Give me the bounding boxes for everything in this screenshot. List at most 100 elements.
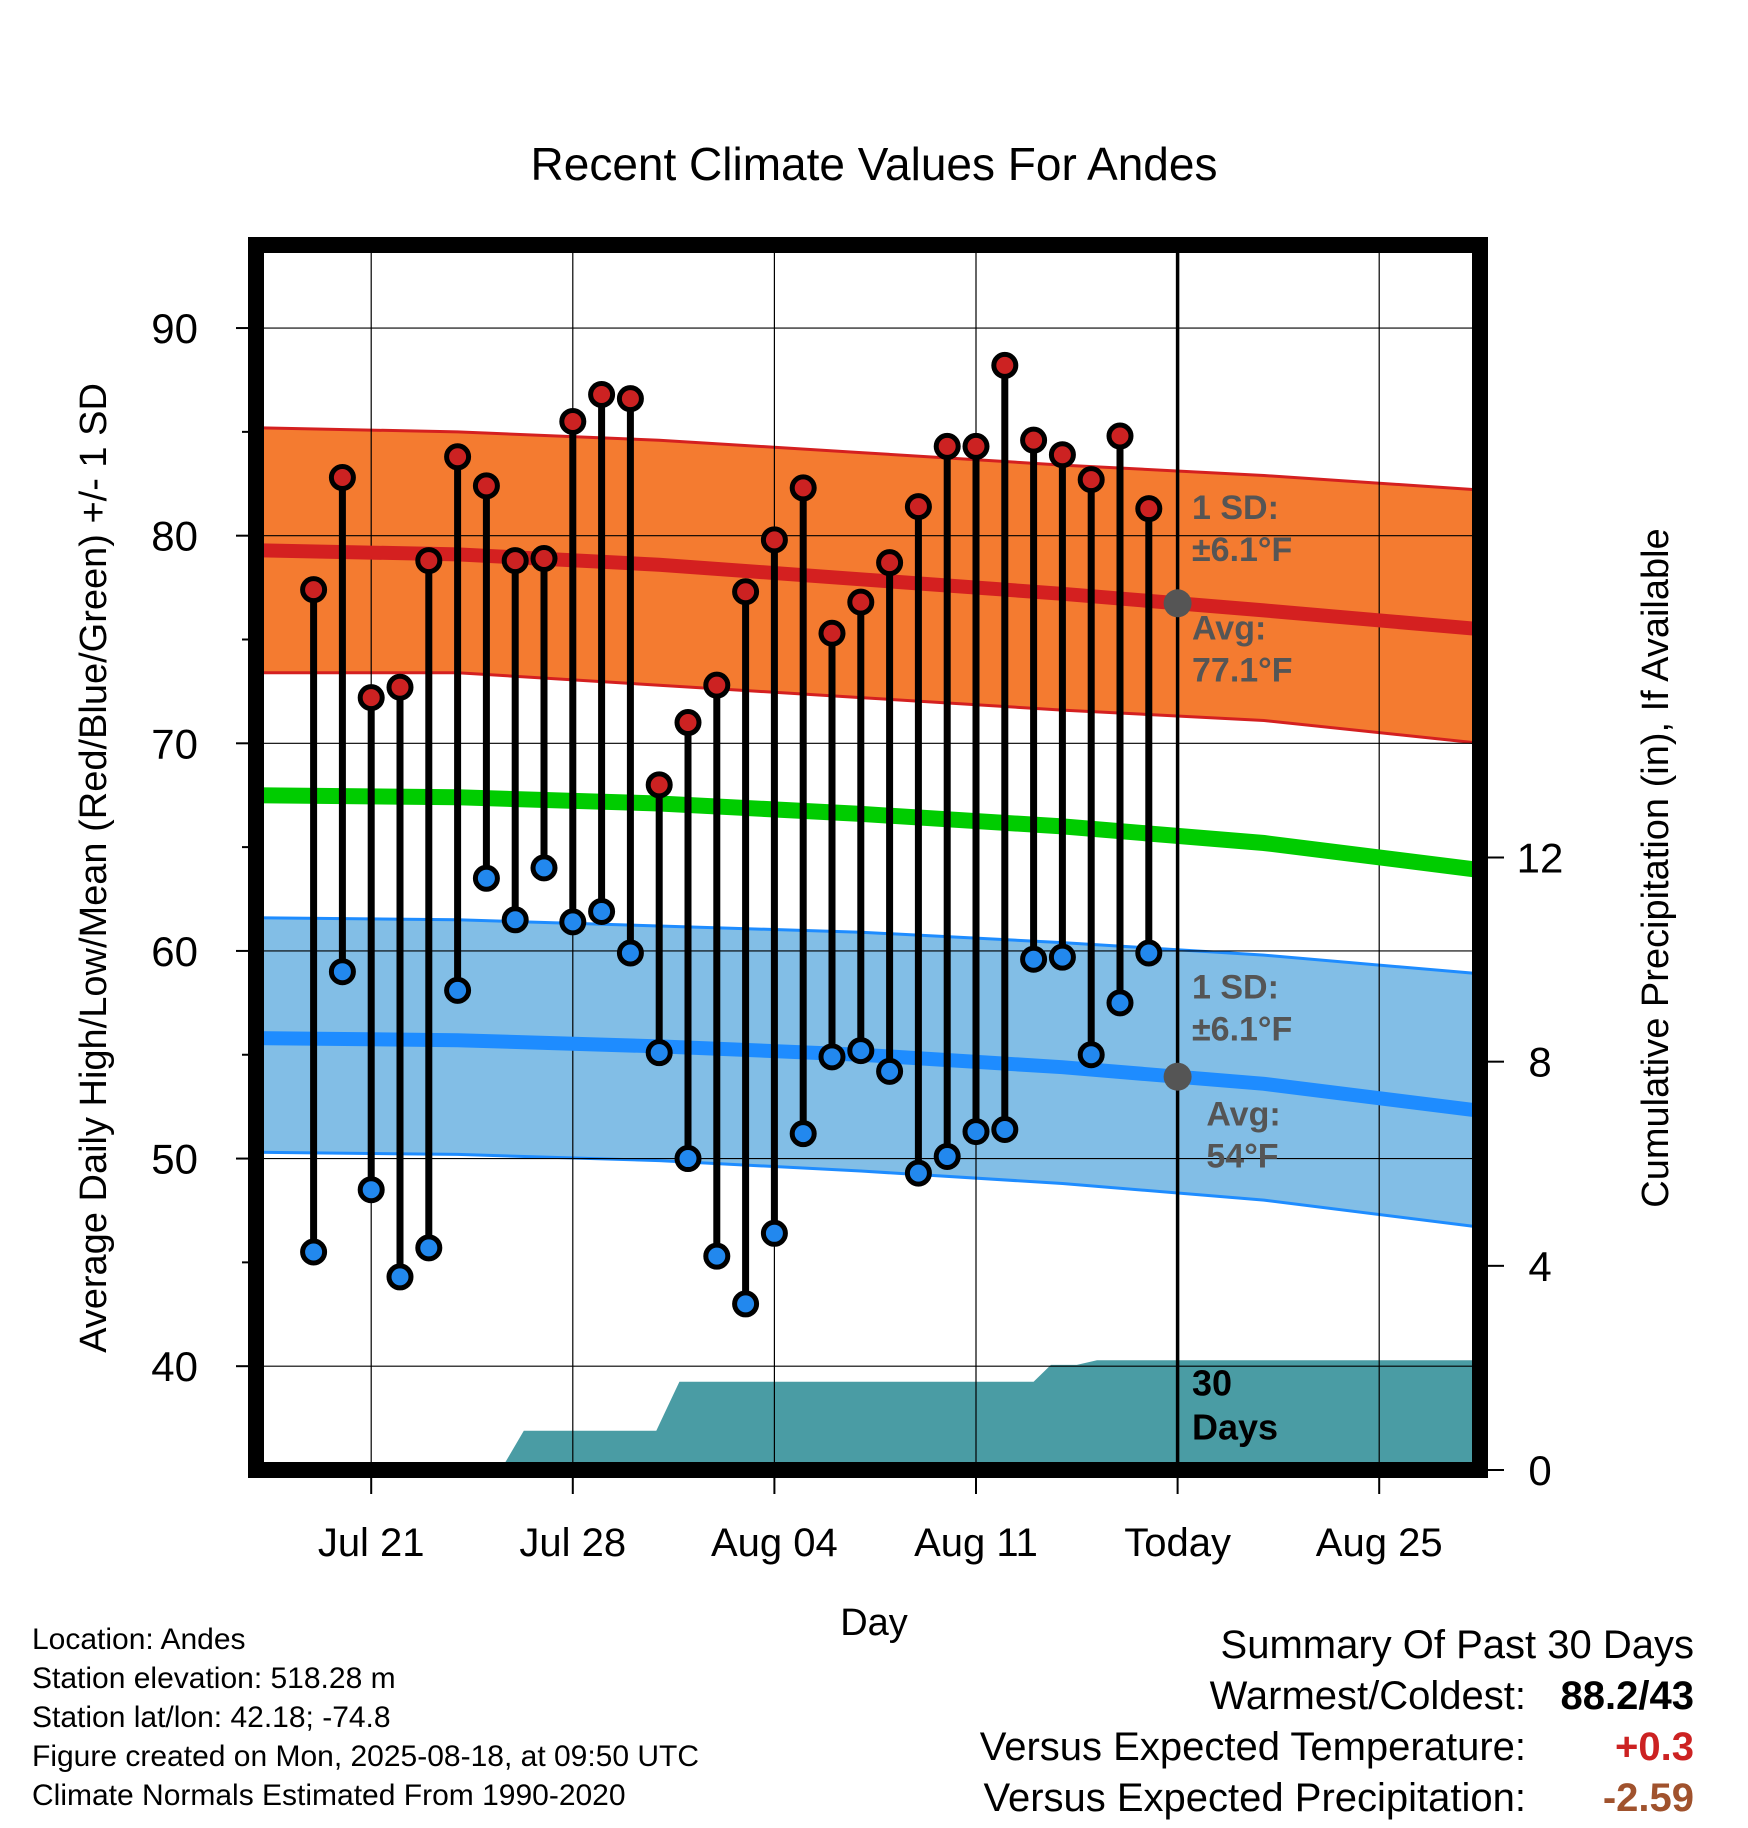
daily-low-point: [415, 1234, 443, 1262]
high-sd-upper-line: [256, 426, 1480, 492]
temp-label: Versus Expected Temperature:: [979, 1725, 1526, 1769]
daily-high-point: [876, 549, 904, 577]
daily-high-point: [703, 671, 731, 699]
y2-axis-label: Cumulative Precipitation (in), If Availa…: [1635, 528, 1677, 1207]
precip-label: Versus Expected Precipitation:: [983, 1776, 1526, 1820]
daily-high-point: [991, 351, 1019, 379]
y2-tick-label: 4: [1528, 1243, 1551, 1290]
y2-tick-label: 8: [1528, 1039, 1551, 1086]
daily-high-point: [588, 380, 616, 408]
precip-area: [500, 1360, 1480, 1470]
warm-cold-label: Warmest/Coldest:: [1209, 1674, 1526, 1718]
y-tick-label: 40: [151, 1343, 198, 1390]
y2-tick-label: 0: [1528, 1447, 1551, 1494]
daily-high-point: [1020, 426, 1048, 454]
today-low-avg-marker: [1163, 1062, 1192, 1091]
daily-low-point: [530, 854, 558, 882]
daily-high-point: [674, 709, 702, 737]
daily-low-point: [444, 976, 472, 1004]
daily-low-point: [789, 1120, 817, 1148]
daily-low-point: [703, 1242, 731, 1270]
daily-high-point: [847, 588, 875, 616]
daily-high-point: [904, 493, 932, 521]
daily-high-point: [933, 432, 961, 460]
daily-low-point: [876, 1057, 904, 1085]
summary-panel: Summary Of Past 30 Days Warmest/Coldest:…: [980, 1620, 1694, 1824]
daily-low-point: [732, 1290, 760, 1318]
high-sd-annotation: 1 SD: ±6.1°F: [1192, 489, 1292, 569]
daily-low-point: [616, 939, 644, 967]
y-tick-label: 90: [151, 305, 198, 352]
daily-low-point: [645, 1039, 673, 1067]
daily-low-point: [818, 1043, 846, 1071]
daily-low-point: [588, 897, 616, 925]
daily-high-point: [386, 673, 414, 701]
station-info: Location: Andes Station elevation: 518.2…: [32, 1620, 699, 1815]
summary-warm-cold: Warmest/Coldest: 88.2/43: [980, 1671, 1694, 1722]
summary-temp: Versus Expected Temperature: +0.3: [980, 1722, 1694, 1773]
summary-precip: Versus Expected Precipitation: -2.59: [980, 1773, 1694, 1824]
y-tick-label: 50: [151, 1136, 198, 1183]
daily-high-point: [357, 684, 385, 712]
daily-low-point: [904, 1159, 932, 1187]
x-tick-label: Jul 21: [318, 1521, 425, 1565]
daily-high-point: [818, 619, 846, 647]
daily-low-point: [1020, 945, 1048, 973]
x-tick-label: Jul 28: [519, 1521, 626, 1565]
daily-high-point: [300, 576, 328, 604]
daily-low-point: [1048, 943, 1076, 971]
daily-low-point: [1106, 989, 1134, 1017]
daily-high-point: [1135, 495, 1163, 523]
summary-heading: Summary Of Past 30 Days: [1220, 1623, 1694, 1667]
elevation-text: Station elevation: 518.28 m: [32, 1662, 396, 1695]
daily-low-point: [991, 1115, 1019, 1143]
chart-title: Recent Climate Values For Andes: [531, 138, 1218, 190]
low-sd-band: [256, 917, 1480, 1228]
daily-high-point: [444, 443, 472, 471]
created-text: Figure created on Mon, 2025-08-18, at 09…: [32, 1740, 700, 1773]
y-tick-label: 70: [151, 720, 198, 767]
plot-area: 1 SD: ±6.1°F Avg: 77.1°F 1 SD: ±6.1°F Avg: 54°F…: [151, 237, 1564, 1565]
daily-high-point: [328, 464, 356, 492]
y2-tick-label: 12: [1517, 835, 1564, 882]
today-high-avg-marker: [1163, 589, 1192, 618]
daily-high-point: [1106, 422, 1134, 450]
temp-value: +0.3: [1615, 1725, 1694, 1769]
low-sd-lower-line: [256, 1150, 1480, 1229]
daily-low-point: [847, 1037, 875, 1065]
precip-value: -2.59: [1602, 1776, 1694, 1820]
daily-low-point: [472, 864, 500, 892]
daily-high-point: [1077, 466, 1105, 494]
y-tick-label: 60: [151, 928, 198, 975]
daily-high-point: [962, 432, 990, 460]
daily-high-point: [530, 545, 558, 573]
daily-low-point: [962, 1118, 990, 1146]
daily-low-point: [328, 958, 356, 986]
daily-high-point: [415, 547, 443, 575]
latlon-text: Station lat/lon: 42.18; -74.8: [32, 1701, 391, 1734]
y-axis-label: Average Daily High/Low/Mean (Red/Blue/Gr…: [73, 383, 115, 1353]
daily-low-point: [386, 1263, 414, 1291]
high-avg-annotation: Avg: 77.1°F: [1192, 609, 1293, 689]
daily-high-point: [1048, 441, 1076, 469]
low-sd-annotation: 1 SD: ±6.1°F: [1192, 969, 1292, 1049]
daily-low-point: [300, 1238, 328, 1266]
y-tick-label: 80: [151, 513, 198, 560]
daily-high-point: [760, 526, 788, 554]
daily-low-point: [674, 1145, 702, 1173]
normals-text: Climate Normals Estimated From 1990-2020: [32, 1779, 626, 1812]
daily-low-point: [357, 1176, 385, 1204]
x-tick-label: Aug 04: [711, 1521, 838, 1565]
plot-content: [256, 245, 1480, 1470]
daily-low-point: [559, 908, 587, 936]
plot-frame: [248, 237, 1488, 1478]
daily-low-point: [933, 1142, 961, 1170]
daily-high-point: [789, 474, 817, 502]
daily-high-point: [559, 407, 587, 435]
location-text: Location: Andes: [32, 1623, 246, 1656]
precip-days-annotation: 30 Days: [1192, 1362, 1278, 1447]
mean-avg-line: [256, 787, 1480, 878]
daily-high-point: [472, 472, 500, 500]
daily-high-point: [732, 578, 760, 606]
